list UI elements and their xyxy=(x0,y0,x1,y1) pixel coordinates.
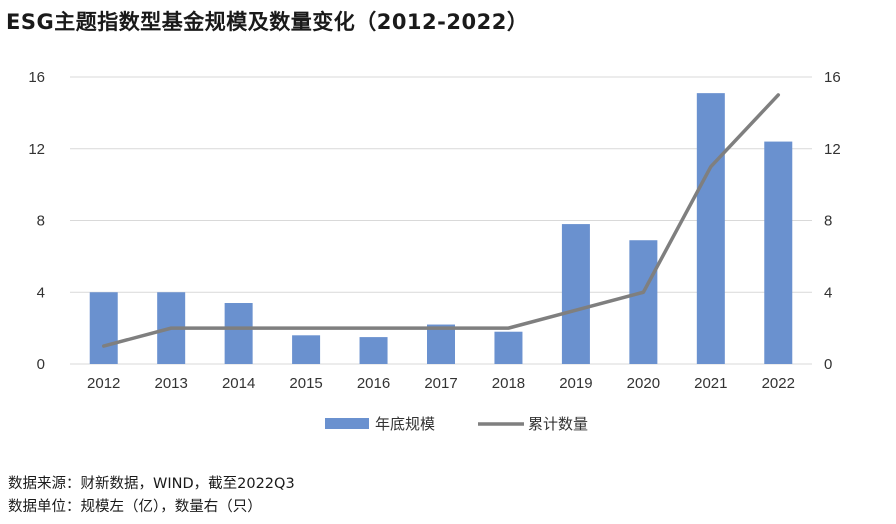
x-tick-label: 2022 xyxy=(762,375,795,392)
bar-2016 xyxy=(359,337,388,364)
legend: 年底规模 累计数量 xyxy=(325,415,588,433)
y-left-tick-label: 16 xyxy=(28,69,45,86)
line-series xyxy=(101,93,781,348)
right-axis-labels: 0 4 8 12 16 xyxy=(824,69,841,373)
x-tick-label: 2016 xyxy=(357,375,390,392)
left-axis-labels: 0 4 8 12 16 xyxy=(28,69,45,373)
y-left-tick-label: 0 xyxy=(37,356,45,373)
bar-2021 xyxy=(696,93,725,365)
bar-2012 xyxy=(89,292,118,364)
legend-line-label: 累计数量 xyxy=(528,415,588,433)
x-tick-label: 2020 xyxy=(627,375,660,392)
y-left-tick-label: 12 xyxy=(28,141,45,158)
x-tick-label: 2017 xyxy=(424,375,457,392)
y-left-tick-label: 4 xyxy=(37,284,45,301)
x-tick-label: 2021 xyxy=(694,375,727,392)
y-right-tick-label: 0 xyxy=(824,356,832,373)
bar-series xyxy=(89,93,793,365)
x-tick-label: 2018 xyxy=(492,375,525,392)
bar-2019 xyxy=(561,224,590,364)
x-axis-labels: 2012 2013 2014 2015 2016 2017 2018 2019 2020 2021… xyxy=(87,375,795,392)
bar-2015 xyxy=(292,335,321,364)
bar-2022 xyxy=(764,141,793,364)
x-tick-label: 2014 xyxy=(222,375,255,392)
x-tick-label: 2012 xyxy=(87,375,120,392)
unit-note: 数据单位：规模左（亿），数量右（只） xyxy=(8,499,262,515)
x-tick-label: 2013 xyxy=(154,375,187,392)
y-right-tick-label: 16 xyxy=(824,69,841,86)
bar-2014 xyxy=(224,303,253,364)
legend-bar-swatch xyxy=(325,418,369,429)
bar-2017 xyxy=(427,324,455,364)
y-right-tick-label: 4 xyxy=(824,284,832,301)
x-tick-label: 2019 xyxy=(559,375,592,392)
bar-2020 xyxy=(629,240,658,364)
legend-bar-label: 年底规模 xyxy=(375,415,435,433)
source-note: 数据来源：财新数据，WIND，截至2022Q3 xyxy=(8,476,295,492)
chart-title: ESG主题指数型基金规模及数量变化（2012-2022） xyxy=(6,10,529,34)
x-tick-label: 2015 xyxy=(289,375,322,392)
gridlines xyxy=(70,76,812,365)
y-left-tick-label: 8 xyxy=(37,213,45,230)
y-right-tick-label: 12 xyxy=(824,141,841,158)
y-right-tick-label: 8 xyxy=(824,213,832,230)
bar-2018 xyxy=(494,331,523,364)
